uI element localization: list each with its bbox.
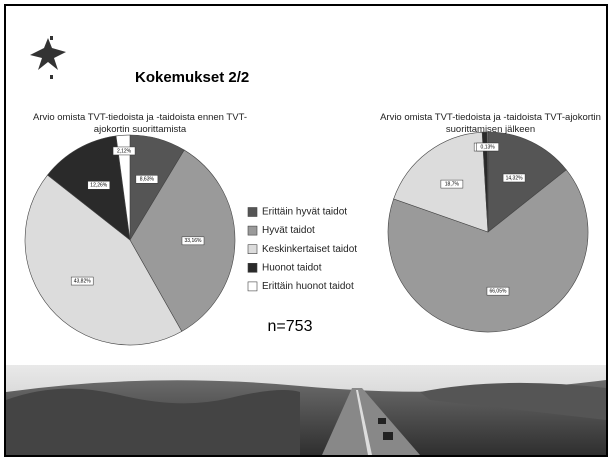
data-label: 33,16% xyxy=(185,238,203,244)
legend-swatch xyxy=(248,282,257,291)
legend-label: Erittäin hyvät taidot xyxy=(262,207,347,218)
data-label: 14,32% xyxy=(506,175,524,181)
data-label: 66,05% xyxy=(489,288,507,294)
slide-title: Kokemukset 2/2 xyxy=(135,69,249,86)
data-label: 8,63% xyxy=(140,177,155,183)
slide: Kokemukset 2/2 n=753 8,63% 33,16% 43,82% 12… xyxy=(0,0,612,461)
photo xyxy=(6,365,606,455)
chart-title: Arvio omista TVT-tiedoista ja -taidoista… xyxy=(378,112,603,136)
logo xyxy=(30,36,66,79)
data-label: 43,82% xyxy=(74,278,92,284)
legend-swatch xyxy=(248,245,257,254)
legend-label: Hyvät taidot xyxy=(262,225,315,236)
data-label: 2,12% xyxy=(117,148,132,154)
sample-size: n=753 xyxy=(268,318,313,335)
legend-swatch xyxy=(248,263,257,272)
data-label: 18,7% xyxy=(445,181,460,187)
chart: Kokemukset 2/2 n=753 8,63% 33,16% 43,82% 12… xyxy=(0,0,612,461)
legend-label: Erittäin huonot taidot xyxy=(262,281,354,292)
data-label: 12,26% xyxy=(90,183,108,189)
chart-title: Arvio omista TVT-tiedoista ja -taidoista… xyxy=(20,112,260,136)
legend-label: Keskinkertaiset taidot xyxy=(262,244,357,255)
legend-label: Huonot taidot xyxy=(262,262,322,273)
legend-swatch xyxy=(248,226,257,235)
legend-swatch xyxy=(248,208,257,217)
data-label: 0,13% xyxy=(481,144,496,150)
